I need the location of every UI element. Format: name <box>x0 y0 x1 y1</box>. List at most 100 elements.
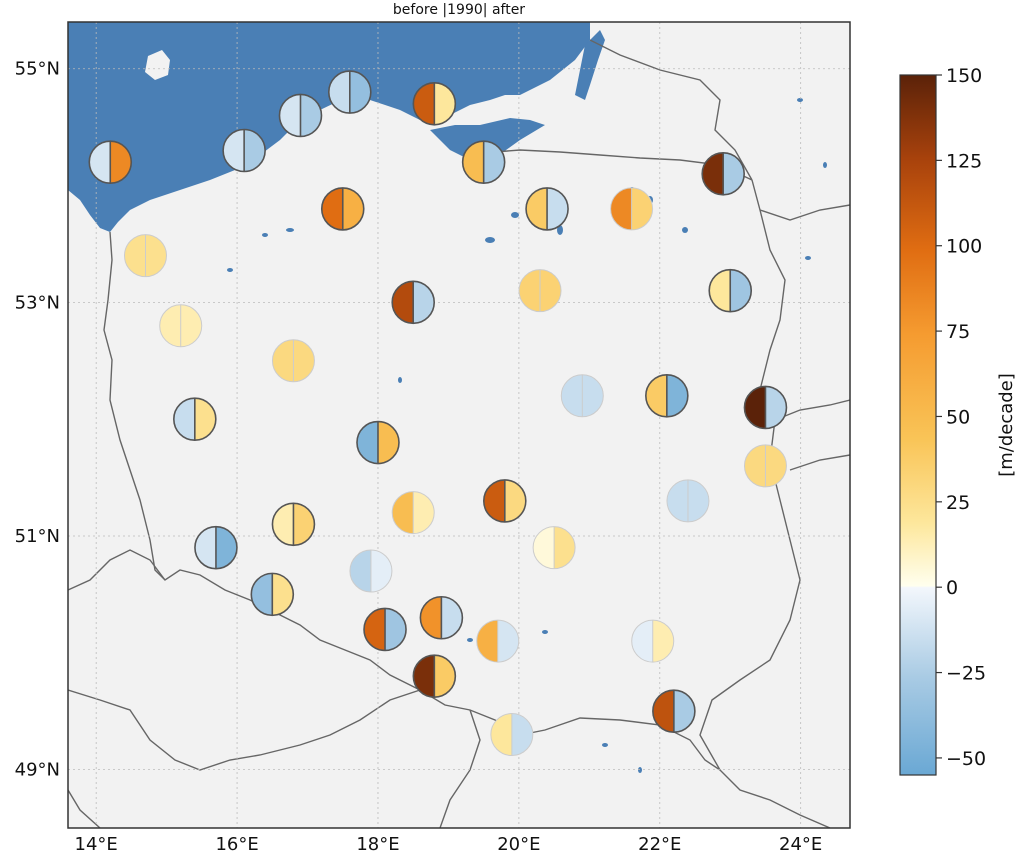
lon-tick-label: 22°E <box>638 834 681 855</box>
lon-tick-label: 16°E <box>215 834 258 855</box>
station-marker <box>391 491 435 535</box>
station-after-half <box>300 94 322 137</box>
station-before-half <box>610 187 632 230</box>
station-marker <box>652 689 696 733</box>
station-before-half <box>321 187 343 230</box>
colorbar-ticks: 150 125 100 75 50 25 0 −25 −50 <box>936 65 986 770</box>
station-before-half <box>526 187 548 230</box>
station-marker <box>461 140 506 184</box>
colorbar-tick-label: −25 <box>946 663 986 685</box>
station-marker <box>123 234 167 278</box>
station-before-half <box>561 374 583 417</box>
station-after-half <box>180 304 202 347</box>
station-marker <box>701 152 745 196</box>
station-marker <box>278 93 323 138</box>
station-after-half <box>434 82 456 125</box>
colorbar-tick-label: 75 <box>946 321 970 343</box>
station-after-half <box>349 71 371 114</box>
station-before-half <box>272 503 294 546</box>
station-before-half <box>413 655 435 698</box>
station-before-half <box>413 82 435 125</box>
station-marker <box>645 373 689 418</box>
station-after-half <box>673 690 695 733</box>
station-before-half <box>272 339 294 382</box>
station-after-half <box>631 187 653 230</box>
station-marker <box>412 654 457 698</box>
station-marker <box>271 339 315 383</box>
station-after-half <box>765 386 787 429</box>
station-before-half <box>666 479 688 522</box>
station-after-half <box>504 479 526 522</box>
station-after-half <box>540 269 562 312</box>
station-marker <box>159 304 203 348</box>
station-marker <box>412 81 457 126</box>
colorbar-tick-label: 0 <box>946 577 958 599</box>
station-after-half <box>582 374 604 417</box>
lat-tick-label: 51°N <box>15 526 60 547</box>
colorbar-tick-label: 50 <box>946 406 970 428</box>
baltic-sea <box>68 22 590 232</box>
station-marker <box>419 595 464 640</box>
station-before-half <box>223 129 245 172</box>
station-after-half <box>434 655 456 698</box>
lat-tick-label: 55°N <box>15 59 60 80</box>
station-after-half <box>385 608 407 651</box>
longitude-ticks: 14°E 16°E 18°E 20°E 22°E 24°E <box>75 834 823 855</box>
station-before-half <box>173 398 195 441</box>
station-marker <box>482 479 527 523</box>
station-before-half <box>631 620 653 663</box>
station-before-half <box>251 573 273 616</box>
station-before-half <box>124 234 146 277</box>
station-before-half <box>349 550 371 593</box>
station-marker <box>631 619 675 663</box>
station-before-half <box>483 479 505 522</box>
map-panel <box>68 22 850 828</box>
station-after-half <box>342 187 364 230</box>
station-marker <box>518 269 562 313</box>
station-after-half <box>244 129 266 172</box>
station-marker <box>88 140 133 184</box>
station-after-half <box>293 503 315 546</box>
station-before-half <box>392 491 414 534</box>
station-marker <box>708 268 753 313</box>
station-after-half <box>652 620 674 663</box>
station-after-half <box>272 573 294 616</box>
station-after-half <box>145 234 167 277</box>
station-marker <box>363 607 407 652</box>
lon-tick-label: 20°E <box>497 834 540 855</box>
station-marker <box>250 572 295 617</box>
station-marker <box>743 385 788 430</box>
station-before-half <box>533 526 555 569</box>
station-before-half <box>652 690 674 733</box>
station-after-half <box>483 141 505 184</box>
station-before-half <box>364 608 386 651</box>
station-after-half <box>293 339 315 382</box>
colorbar-tick-label: 150 <box>946 65 982 87</box>
colorbar-tick-label: 125 <box>946 150 982 172</box>
colorbar-tick-label: 100 <box>946 236 982 258</box>
station-before-half <box>490 713 512 756</box>
map-frame <box>67 21 851 829</box>
station-before-half <box>744 444 766 487</box>
station-marker <box>525 187 569 231</box>
station-before-half <box>328 71 350 114</box>
latitude-ticks: 55°N 53°N 51°N 49°N <box>15 59 60 781</box>
lon-tick-label: 24°E <box>779 834 822 855</box>
colorbar-label: [m/decade] <box>996 373 1017 477</box>
station-after-half <box>413 281 435 324</box>
station-marker <box>349 549 393 593</box>
station-after-half <box>730 269 752 312</box>
station-after-half <box>370 550 392 593</box>
station-after-half <box>194 398 216 441</box>
station-after-half <box>723 152 745 195</box>
station-after-half <box>687 479 709 522</box>
station-after-half <box>215 526 237 569</box>
station-before-half <box>392 281 414 324</box>
station-after-half <box>497 620 519 663</box>
gdansk-bay <box>430 118 545 160</box>
lon-tick-label: 14°E <box>75 834 118 855</box>
station-marker <box>666 479 710 523</box>
station-marker <box>222 128 266 173</box>
station-after-half <box>441 596 463 639</box>
